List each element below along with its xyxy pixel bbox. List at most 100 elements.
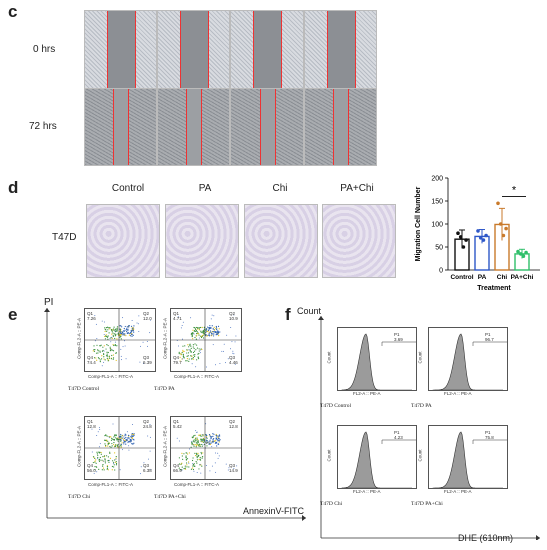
event-dot bbox=[206, 442, 208, 444]
event-dot bbox=[104, 435, 106, 437]
event-dot bbox=[190, 468, 193, 470]
event-dot bbox=[194, 465, 196, 467]
event-dot bbox=[122, 346, 124, 348]
event-dot bbox=[183, 453, 185, 455]
event-dot bbox=[108, 355, 110, 357]
event-dot bbox=[192, 351, 195, 354]
event-dot bbox=[196, 439, 198, 441]
scratch-image bbox=[230, 88, 304, 166]
event-dot bbox=[106, 351, 108, 353]
event-dot bbox=[112, 334, 114, 336]
event-dot bbox=[182, 351, 184, 353]
event-dot bbox=[217, 325, 220, 327]
event-dot bbox=[132, 329, 134, 332]
event-dot bbox=[116, 330, 118, 332]
treatment-label-pa: PA bbox=[198, 183, 212, 194]
event-dot bbox=[189, 344, 191, 346]
event-dot bbox=[104, 458, 106, 460]
event-dot bbox=[201, 334, 204, 337]
event-dot bbox=[181, 469, 183, 471]
event-dot bbox=[94, 457, 96, 459]
event-dot bbox=[234, 363, 236, 365]
event-dot bbox=[113, 464, 115, 466]
event-dot bbox=[128, 334, 131, 336]
event-dot bbox=[200, 435, 202, 437]
event-dot bbox=[124, 345, 126, 347]
event-dot bbox=[199, 434, 201, 436]
data-point bbox=[518, 252, 523, 256]
significance-star: * bbox=[512, 184, 517, 196]
event-dot bbox=[127, 437, 129, 439]
event-dot bbox=[123, 443, 125, 445]
event-dot bbox=[100, 344, 102, 346]
event-dot bbox=[196, 347, 199, 349]
event-dot bbox=[236, 465, 238, 467]
event-dot bbox=[187, 453, 189, 455]
event-dot bbox=[106, 435, 108, 437]
event-dot bbox=[120, 446, 122, 448]
event-dot bbox=[94, 469, 96, 471]
event-dot bbox=[99, 443, 101, 445]
event-dot bbox=[147, 458, 149, 460]
event-dot bbox=[106, 467, 109, 469]
event-dot bbox=[215, 434, 217, 436]
event-dot bbox=[93, 357, 96, 359]
event-dot bbox=[130, 333, 133, 335]
event-dot bbox=[121, 442, 123, 444]
histogram bbox=[341, 431, 416, 488]
event-dot bbox=[182, 355, 184, 358]
event-dot bbox=[214, 440, 216, 442]
event-dot bbox=[113, 438, 116, 441]
event-dot bbox=[205, 366, 207, 368]
data-point bbox=[524, 250, 528, 255]
event-dot bbox=[99, 345, 101, 347]
y-axis-label: Migration Cell Number bbox=[415, 186, 422, 261]
flow-y-label: Comp-FL2-A :: PE-A bbox=[162, 426, 168, 468]
event-dot bbox=[119, 438, 121, 440]
event-dot bbox=[212, 435, 214, 437]
dhe-x-label: FL2-A :: PE-A bbox=[444, 489, 472, 494]
event-dot bbox=[188, 358, 190, 360]
event-dot bbox=[196, 333, 199, 335]
event-dot bbox=[191, 440, 193, 442]
event-dot bbox=[235, 335, 237, 337]
event-dot bbox=[217, 440, 219, 442]
event-dot bbox=[109, 349, 112, 351]
event-dot bbox=[185, 452, 187, 454]
event-dot bbox=[196, 335, 198, 337]
event-dot bbox=[206, 445, 208, 447]
x-tick-label: PA bbox=[478, 274, 487, 281]
event-dot bbox=[125, 335, 127, 337]
event-dot bbox=[95, 462, 97, 464]
event-dot bbox=[98, 468, 100, 470]
histogram-peak bbox=[341, 431, 412, 488]
event-dot bbox=[196, 333, 198, 335]
event-dot bbox=[215, 328, 217, 330]
event-dot bbox=[205, 331, 207, 333]
event-dot bbox=[209, 440, 211, 442]
event-dot bbox=[194, 434, 196, 436]
event-dot bbox=[114, 337, 116, 340]
flow-scatter bbox=[85, 417, 155, 479]
event-dot bbox=[211, 465, 213, 467]
event-dot bbox=[192, 436, 194, 438]
wound-gap bbox=[179, 11, 208, 89]
event-dot bbox=[138, 331, 140, 333]
event-dot bbox=[108, 459, 110, 461]
transwell-image-control bbox=[86, 204, 160, 278]
event-dot bbox=[231, 341, 233, 343]
event-dot bbox=[201, 445, 203, 447]
event-dot bbox=[126, 332, 129, 334]
event-dot bbox=[198, 334, 200, 336]
event-dot bbox=[181, 452, 183, 454]
event-dot bbox=[104, 330, 106, 333]
treatment-label-pa-chi: PA+Chi bbox=[340, 183, 374, 194]
event-dot bbox=[195, 430, 197, 432]
event-dot bbox=[107, 469, 109, 471]
event-dot bbox=[120, 355, 122, 357]
event-dot bbox=[113, 344, 115, 347]
event-dot bbox=[114, 469, 116, 471]
event-dot bbox=[201, 465, 203, 467]
event-dot bbox=[112, 357, 115, 359]
dhe-caption: T47D Control bbox=[320, 403, 352, 409]
